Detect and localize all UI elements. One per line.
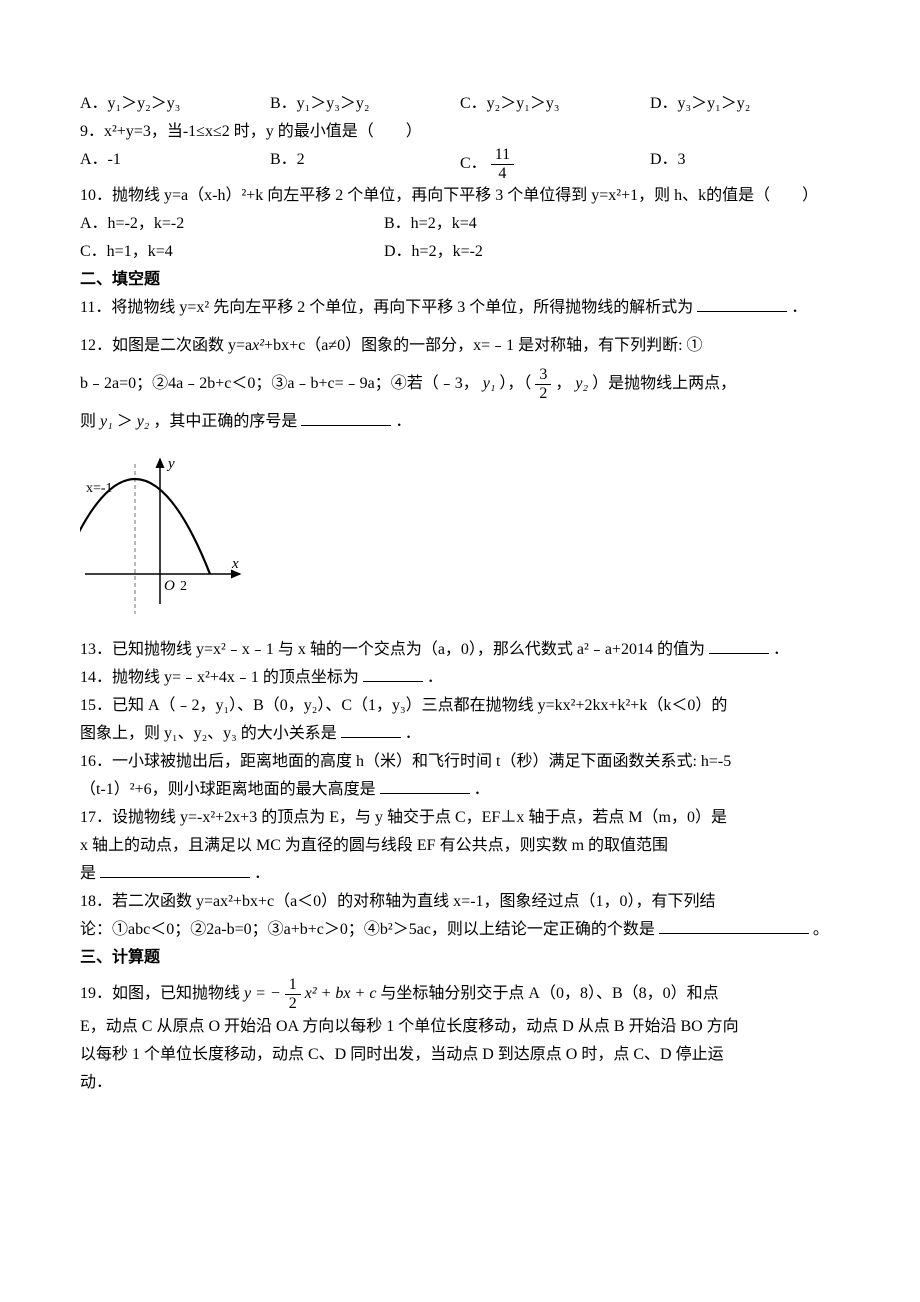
q13-blank bbox=[709, 637, 769, 654]
q19-expr: y = − 1 2 x² + bx + c bbox=[244, 985, 380, 1002]
q12-figure: y x O 2 x=-1 bbox=[80, 444, 840, 624]
q10-opt-a: A．h=-2，k=-2 bbox=[80, 210, 384, 238]
q12-l1b: +bx+c（a≠0）图象的一部分，x=﹣1 是对称轴，有下列判断: ① bbox=[264, 337, 703, 354]
q11-pre: 11．将抛物线 y=x² 先向左平移 2 个单位，再向下平移 3 个单位，所得抛… bbox=[80, 299, 693, 316]
q9-opt-d: D．3 bbox=[650, 146, 840, 182]
q9-c-fraction: 11 4 bbox=[491, 146, 514, 182]
q16-blank bbox=[380, 777, 470, 794]
q12-frac-n: 3 bbox=[535, 366, 551, 385]
q19-l3: 以每秒 1 个单位长度移动，动点 C、D 同时出发，当动点 D 到达原点 O 时… bbox=[80, 1041, 840, 1069]
q19-l2: E，动点 C 从原点 O 开始沿 OA 方向以每秒 1 个单位长度移动，动点 D… bbox=[80, 1013, 840, 1041]
q19-frac-n: 1 bbox=[285, 976, 301, 995]
q9-opt-c: C． 11 4 bbox=[460, 146, 650, 182]
q10-stem: 10．抛物线 y=a（x-h）²+k 向左平移 2 个单位，再向下平移 3 个单… bbox=[80, 182, 840, 210]
q12-frac-d: 2 bbox=[535, 385, 551, 403]
q19-l1a: 19．如图，已知抛物线 bbox=[80, 985, 240, 1002]
q17-l3b: ． bbox=[254, 865, 270, 882]
q11: 11．将抛物线 y=x² 先向左平移 2 个单位，再向下平移 3 个单位，所得抛… bbox=[80, 294, 840, 322]
q12-parabola-svg: y x O 2 x=-1 bbox=[80, 444, 250, 624]
origin-label: O bbox=[164, 578, 175, 594]
q18-blank bbox=[659, 917, 809, 934]
q10-opt-c: C．h=1，k=4 bbox=[80, 238, 384, 266]
q8-opt-d: D．y₃＞y₁＞y₂ bbox=[650, 90, 840, 118]
q9-options: A．-1 B．2 C． 11 4 D．3 bbox=[80, 146, 840, 182]
q8-opt-a: A．y₁＞y₂＞y₃ bbox=[80, 90, 270, 118]
q17-l1: 17．设抛物线 y=-x²+2x+3 的顶点为 E，与 y 轴交于点 C，EF⊥… bbox=[80, 804, 840, 832]
q14-blank bbox=[363, 665, 423, 682]
q12-l3b: ＞ bbox=[117, 413, 133, 430]
q12-frac: 3 2 bbox=[535, 366, 551, 402]
q12-y1a: y₁ bbox=[483, 375, 496, 392]
q19-eq: = − bbox=[255, 985, 281, 1002]
two-label: 2 bbox=[180, 579, 187, 594]
q12-y2b: y₂ bbox=[137, 413, 150, 430]
q10-opt-b: B．h=2，k=4 bbox=[384, 210, 688, 238]
q11-blank bbox=[697, 295, 787, 312]
q12-l2d: ）是抛物线上两点， bbox=[592, 375, 736, 392]
q12-l2b: ），（ bbox=[499, 375, 531, 392]
q15-l2: 图象上，则 y₁、y₂、y₃ 的大小关系是 ． bbox=[80, 720, 840, 748]
q9-stem: 9．x²+y=3，当-1≤x≤2 时，y 的最小值是（ ） bbox=[80, 118, 840, 146]
q14: 14．抛物线 y=﹣x²+4x﹣1 的顶点坐标为 ． bbox=[80, 664, 840, 692]
q13: 13．已知抛物线 y=x²﹣x﹣1 与 x 轴的一个交点为（a，0），那么代数式… bbox=[80, 636, 840, 664]
q16-l2a: （t-1）²+6，则小球距离地面的最大高度是 bbox=[80, 781, 376, 798]
q13-pre: 13．已知抛物线 y=x²﹣x﹣1 与 x 轴的一个交点为（a，0），那么代数式… bbox=[80, 641, 705, 658]
q14-post: ． bbox=[427, 669, 443, 686]
x-label: x bbox=[231, 556, 239, 572]
q19-y: y bbox=[244, 985, 251, 1002]
q8-opt-c: C．y₂＞y₁＞y₃ bbox=[460, 90, 650, 118]
q19-frac: 1 2 bbox=[285, 976, 301, 1012]
q17-blank bbox=[100, 861, 250, 878]
q14-pre: 14．抛物线 y=﹣x²+4x﹣1 的顶点坐标为 bbox=[80, 669, 359, 686]
q12-line1: 12．如图是二次函数 y=ax²+bx+c（a≠0）图象的一部分，x=﹣1 是对… bbox=[80, 332, 840, 360]
q15-l1: 15．已知 A（﹣2，y₁）、B（0，y₂）、C（1，y₃）三点都在抛物线 y=… bbox=[80, 692, 840, 720]
q12-line2: b﹣2a=0；②4a﹣2b+c＜0；③a﹣b+c=﹣9a；④若（﹣3， y₁ ）… bbox=[80, 366, 840, 402]
q16-l1: 16．一小球被抛出后，距离地面的高度 h（米）和飞行时间 t（秒）满足下面函数关… bbox=[80, 748, 840, 776]
q18-l2: 论：①abc＜0；②2a-b=0；③a+b+c＞0；④b²＞5ac，则以上结论一… bbox=[80, 916, 840, 944]
q8-options: A．y₁＞y₂＞y₃ B．y₁＞y₃＞y₂ C．y₂＞y₁＞y₃ D．y₃＞y₁… bbox=[80, 90, 840, 118]
q16-l2: （t-1）²+6，则小球距离地面的最大高度是 ． bbox=[80, 776, 840, 804]
q9-c-den: 4 bbox=[491, 165, 514, 183]
q19-l1: 19．如图，已知抛物线 y = − 1 2 x² + bx + c 与坐标轴分别… bbox=[80, 976, 840, 1012]
q15-blank bbox=[341, 721, 401, 738]
q9-c-num: 11 bbox=[491, 146, 514, 165]
q11-post: ． bbox=[791, 299, 807, 316]
q17-l3a: 是 bbox=[80, 865, 96, 882]
q9-c-prefix: C． bbox=[460, 155, 487, 172]
q12-l3a: 则 bbox=[80, 413, 96, 430]
q17-l2: x 轴上的动点，且满足以 MC 为直径的圆与线段 EF 有公共点，则实数 m 的… bbox=[80, 832, 840, 860]
q12-l1a: 12．如图是二次函数 y=a bbox=[80, 337, 252, 354]
q16-l2b: ． bbox=[474, 781, 490, 798]
q19-l4: 动． bbox=[80, 1069, 840, 1097]
q12-y2a: y₂ bbox=[575, 375, 588, 392]
q10-options-1: A．h=-2，k=-2 B．h=2，k=4 bbox=[80, 210, 840, 238]
q15-l2a: 图象上，则 y₁、y₂、y₃ 的大小关系是 bbox=[80, 725, 337, 742]
section-2-heading: 二、填空题 bbox=[80, 266, 840, 294]
q9-opt-b: B．2 bbox=[270, 146, 460, 182]
y-label: y bbox=[166, 456, 175, 472]
q12-l2c: ， bbox=[555, 375, 571, 392]
q18-l2b: 。 bbox=[813, 921, 829, 938]
q12-xsq: x² bbox=[252, 337, 264, 354]
q12-line3: 则 y₁ ＞ y₂ ，其中正确的序号是 ． bbox=[80, 408, 840, 436]
q8-opt-b: B．y₁＞y₃＞y₂ bbox=[270, 90, 460, 118]
q17-l3: 是 ． bbox=[80, 860, 840, 888]
q19-l1b: 与坐标轴分别交于点 A（0，8）、B（8，0）和点 bbox=[380, 985, 718, 1002]
q12-l2a: b﹣2a=0；②4a﹣2b+c＜0；③a﹣b+c=﹣9a；④若（﹣3， bbox=[80, 375, 479, 392]
section-3-heading: 三、计算题 bbox=[80, 944, 840, 972]
q19-rest: x² + bx + c bbox=[305, 985, 377, 1002]
q18-l2a: 论：①abc＜0；②2a-b=0；③a+b+c＞0；④b²＞5ac，则以上结论一… bbox=[80, 921, 655, 938]
q10-options-2: C．h=1，k=4 D．h=2，k=-2 bbox=[80, 238, 840, 266]
q12-blank bbox=[301, 409, 391, 426]
q9-opt-a: A．-1 bbox=[80, 146, 270, 182]
q19-frac-d: 2 bbox=[285, 995, 301, 1013]
q18-l1: 18．若二次函数 y=ax²+bx+c（a＜0）的对称轴为直线 x=-1，图象经… bbox=[80, 888, 840, 916]
q12-y1b: y₁ bbox=[100, 413, 113, 430]
q10-opt-d: D．h=2，k=-2 bbox=[384, 238, 688, 266]
q15-l2b: ． bbox=[405, 725, 421, 742]
q12-l3c: ，其中正确的序号是 bbox=[153, 413, 297, 430]
xline-label: x=-1 bbox=[86, 481, 113, 496]
q13-post: ． bbox=[773, 641, 789, 658]
q12-l3d: ． bbox=[395, 413, 411, 430]
